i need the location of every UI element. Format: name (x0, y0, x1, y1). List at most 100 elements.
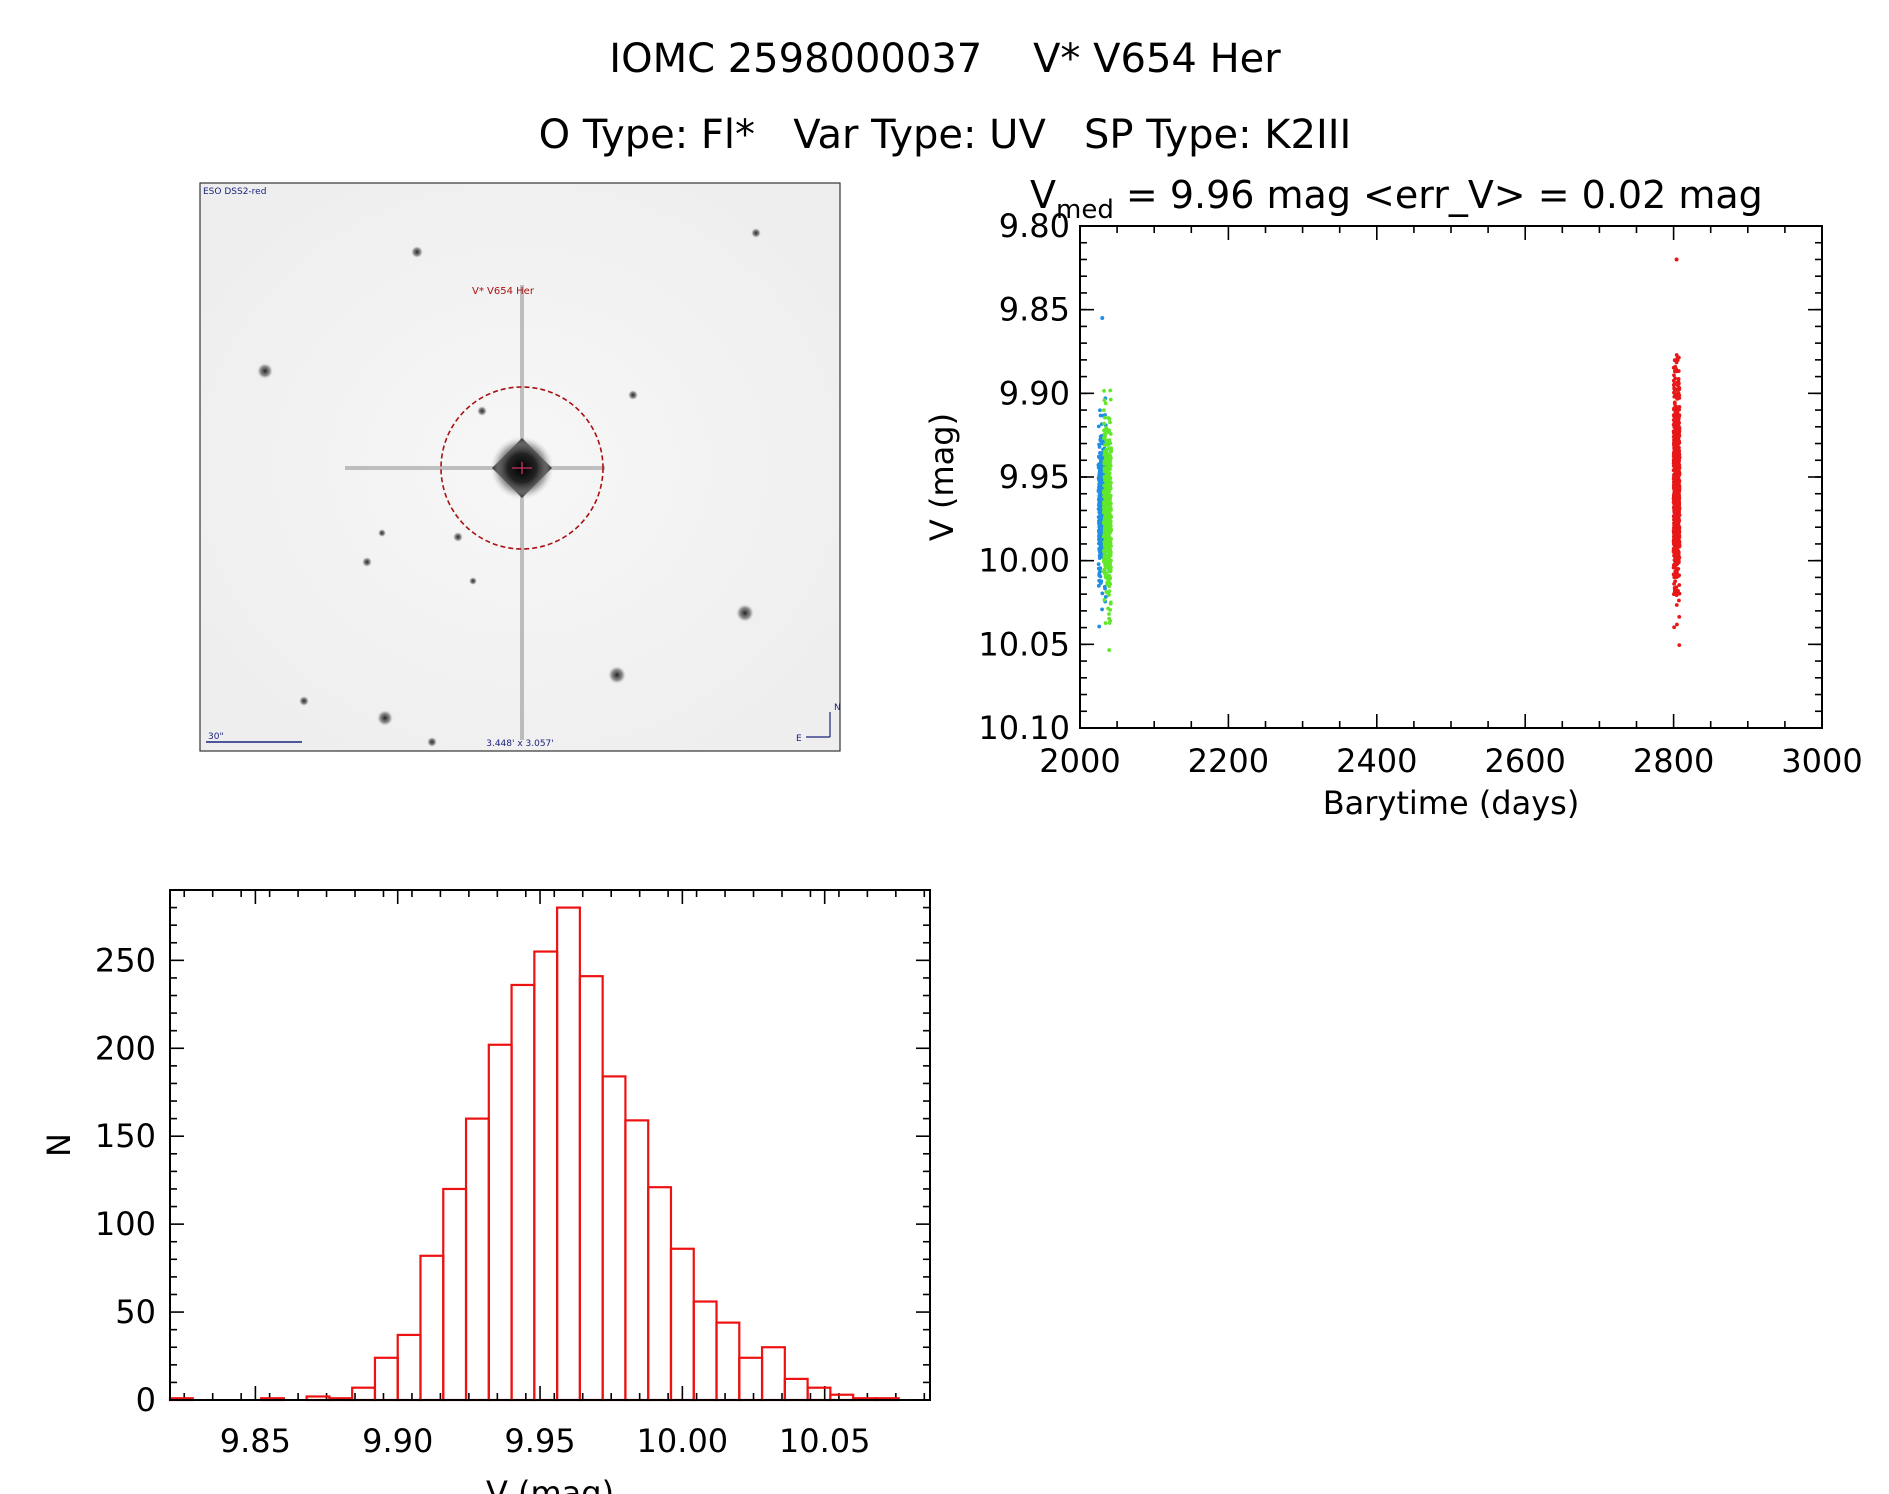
lightcurve-y-label: V (mag) (923, 413, 961, 541)
histogram-bar (396, 1333, 422, 1402)
lightcurve-point (1673, 475, 1678, 480)
lightcurve-point (1100, 591, 1105, 596)
lightcurve-point (1103, 498, 1108, 503)
lightcurve-point (1103, 483, 1108, 487)
histogram-bar (373, 1356, 399, 1402)
lightcurve-point (1673, 412, 1677, 417)
lightcurve-point (1677, 466, 1682, 470)
lightcurve-point (1105, 463, 1110, 468)
lightcurve-point (1675, 425, 1680, 430)
histogram-x-tick-label: 10.05 (779, 1422, 871, 1460)
lightcurve-point (1104, 527, 1109, 532)
lightcurve-x-tick-label: 2000 (1039, 742, 1120, 780)
lightcurve-title: Vmed = 9.96 mag <err_V> = 0.02 mag (1030, 173, 1763, 225)
finder-compass: N E (796, 703, 841, 744)
lightcurve-point (1677, 583, 1682, 587)
lightcurve-point (1108, 553, 1113, 558)
lightcurve-point (1097, 553, 1102, 558)
lightcurve-point (1677, 598, 1681, 603)
lightcurve-x-tick-label: 3000 (1781, 742, 1862, 780)
lightcurve-point (1103, 586, 1107, 591)
lightcurve-point (1676, 553, 1681, 558)
lightcurve-point (1103, 415, 1107, 420)
lightcurve-point (1107, 430, 1112, 434)
histogram-y-tick-label: 150 (95, 1117, 156, 1155)
lightcurve-point (1106, 542, 1111, 547)
histogram-bar (783, 1377, 809, 1402)
lightcurve-point (1102, 436, 1106, 440)
lightcurve-point (1097, 624, 1102, 629)
lightcurve-point (1672, 539, 1676, 544)
lightcurve-point (1674, 498, 1678, 503)
lightcurve-title-sub: med (1056, 195, 1114, 225)
lightcurve-point (1108, 463, 1113, 468)
field-star (608, 666, 626, 684)
lightcurve-point (1102, 598, 1107, 602)
compass-east-label: E (796, 734, 802, 744)
histogram-bar (601, 1075, 627, 1402)
histogram-bar (510, 983, 536, 1402)
lightcurve-point (1671, 378, 1676, 383)
lightcurve-point (1107, 589, 1112, 594)
field-star (377, 710, 393, 726)
lightcurve-point (1108, 600, 1113, 605)
lightcurve-point (1106, 511, 1111, 516)
field-star (299, 696, 309, 706)
histogram-bar (692, 1300, 718, 1402)
lightcurve-point (1108, 562, 1113, 566)
histogram-tick-labels: 9.85 9.90 9.95 10.00 10.05 0 50 100 150 200 250 (95, 941, 871, 1460)
field-star (378, 529, 386, 537)
field-star (427, 737, 437, 747)
lightcurve-point (1671, 565, 1676, 570)
lightcurve-point (1107, 506, 1112, 511)
field-star (736, 604, 754, 622)
lightcurve-point (1108, 520, 1113, 525)
field-star (751, 228, 761, 238)
histogram-bar (487, 1043, 513, 1402)
lightcurve-point (1100, 607, 1104, 612)
finder-scale-label: 30" (208, 732, 224, 742)
lightcurve-x-tick-label: 2800 (1633, 742, 1714, 780)
lightcurve-y-tick-label: 9.95 (999, 458, 1070, 496)
finder-fov-label: 3.448' x 3.057' (486, 739, 554, 749)
lightcurve-point (1676, 502, 1680, 507)
lightcurve-point (1097, 442, 1102, 447)
lightcurve-y-tick-label: 9.85 (999, 291, 1070, 329)
lightcurve-y-tick-label: 10.00 (978, 542, 1070, 580)
lightcurve-point (1103, 478, 1107, 483)
lightcurve-point (1107, 501, 1112, 505)
figure-subtitle: O Type: Fl* Var Type: UV SP Type: K2III (539, 112, 1352, 158)
lightcurve-point (1101, 408, 1106, 413)
lightcurve-point (1096, 583, 1101, 588)
lightcurve-point (1102, 432, 1107, 437)
lightcurve-point (1108, 537, 1113, 542)
lightcurve-x-tick-label: 2400 (1336, 742, 1417, 780)
lightcurve-point (1676, 573, 1681, 578)
compass-north-label: N (834, 703, 841, 713)
lightcurve-point (1101, 491, 1106, 495)
histogram-bar (464, 1117, 490, 1402)
lightcurve-point (1674, 429, 1679, 433)
histogram-bar (624, 1119, 650, 1402)
histogram-bar (738, 1356, 764, 1402)
lightcurve-point (1107, 648, 1112, 652)
lightcurve-point (1109, 446, 1114, 451)
lightcurve-point (1672, 373, 1676, 378)
lightcurve-point (1675, 437, 1679, 442)
histogram-bar (533, 950, 559, 1402)
lightcurve-point (1674, 353, 1679, 357)
field-star (362, 557, 372, 567)
histogram-plot-frame (169, 889, 931, 1401)
lightcurve-point (1674, 462, 1679, 467)
lightcurve-points (1096, 257, 1682, 652)
lightcurve-point (1096, 463, 1101, 467)
lightcurve-point (1106, 578, 1111, 583)
lightcurve-point (1096, 562, 1101, 567)
lightcurve-point (1672, 545, 1677, 550)
lightcurve-point (1673, 387, 1677, 392)
lightcurve-point (1098, 533, 1102, 538)
histogram-y-tick-label: 0 (136, 1381, 156, 1419)
lightcurve-point (1098, 543, 1103, 548)
lightcurve-point (1104, 513, 1108, 518)
